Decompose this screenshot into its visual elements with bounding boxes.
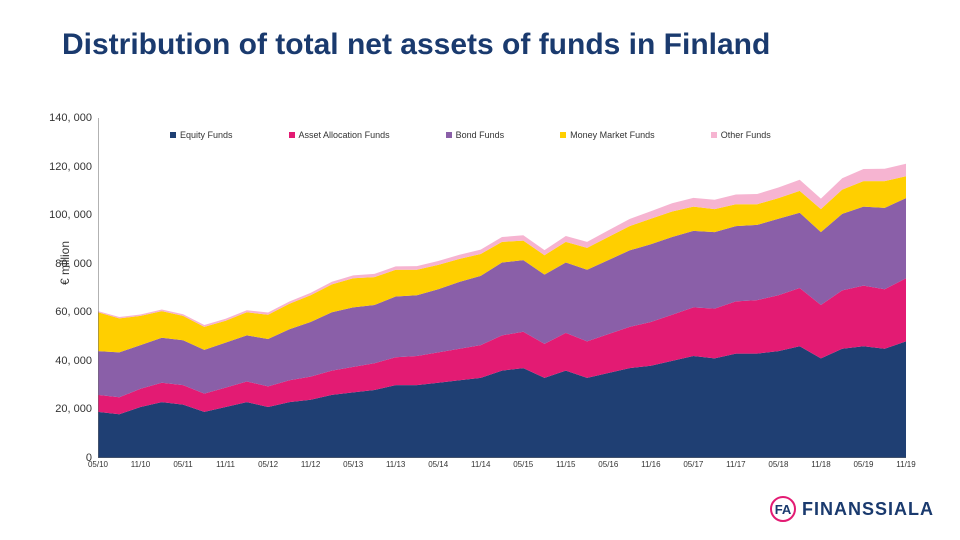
area-chart [98, 118, 906, 458]
x-tick-label: 05/18 [768, 460, 788, 469]
x-tick-label: 11/18 [811, 460, 830, 469]
legend-swatch-icon [446, 132, 452, 138]
y-tick-label: 100, 000 [49, 209, 92, 221]
x-tick-label: 05/19 [853, 460, 873, 469]
x-tick-label: 11/10 [131, 460, 150, 469]
slide: { "title": "Distribution of total net as… [0, 0, 960, 540]
y-tick-label: 20, 000 [55, 403, 92, 415]
legend-item: Equity Funds [170, 130, 233, 140]
legend-label: Asset Allocation Funds [299, 130, 390, 140]
y-tick-label: 140, 000 [49, 112, 92, 124]
x-tick-label: 05/14 [428, 460, 448, 469]
x-tick-label: 05/12 [258, 460, 278, 469]
chart-svg [98, 118, 906, 458]
x-tick-label: 11/16 [641, 460, 660, 469]
legend-swatch-icon [711, 132, 717, 138]
x-axis-ticks: 05/1011/1005/1111/1105/1211/1205/1311/13… [98, 460, 906, 474]
brand-badge-icon: FA [770, 496, 796, 522]
x-tick-label: 11/12 [301, 460, 320, 469]
y-tick-label: 80, 000 [55, 258, 92, 270]
x-tick-label: 05/15 [513, 460, 533, 469]
y-tick-label: 60, 000 [55, 306, 92, 318]
legend-item: Bond Funds [446, 130, 505, 140]
legend-item: Other Funds [711, 130, 771, 140]
legend-swatch-icon [170, 132, 176, 138]
legend-swatch-icon [560, 132, 566, 138]
legend-label: Other Funds [721, 130, 771, 140]
legend-label: Bond Funds [456, 130, 505, 140]
brand-name: FINANSSIALA [802, 499, 934, 520]
x-tick-label: 05/13 [343, 460, 363, 469]
x-tick-label: 11/11 [216, 460, 235, 469]
x-tick-label: 05/16 [598, 460, 618, 469]
x-tick-label: 05/10 [88, 460, 108, 469]
x-tick-label: 05/11 [173, 460, 192, 469]
x-tick-label: 11/14 [471, 460, 490, 469]
chart-legend: Equity Funds Asset Allocation Funds Bond F… [170, 130, 910, 140]
page-title: Distribution of total net assets of fund… [62, 28, 770, 63]
y-tick-label: 120, 000 [49, 161, 92, 173]
x-tick-label: 11/19 [896, 460, 915, 469]
legend-item: Money Market Funds [560, 130, 655, 140]
x-tick-label: 11/17 [726, 460, 745, 469]
y-axis-ticks: 020, 00040, 00060, 00080, 000100, 000120… [48, 118, 96, 458]
legend-swatch-icon [289, 132, 295, 138]
brand-logo: FA FINANSSIALA [770, 496, 934, 522]
legend-item: Asset Allocation Funds [289, 130, 390, 140]
y-tick-label: 40, 000 [55, 355, 92, 367]
x-tick-label: 11/13 [386, 460, 405, 469]
legend-label: Equity Funds [180, 130, 233, 140]
legend-label: Money Market Funds [570, 130, 655, 140]
x-tick-label: 11/15 [556, 460, 575, 469]
x-tick-label: 05/17 [683, 460, 703, 469]
